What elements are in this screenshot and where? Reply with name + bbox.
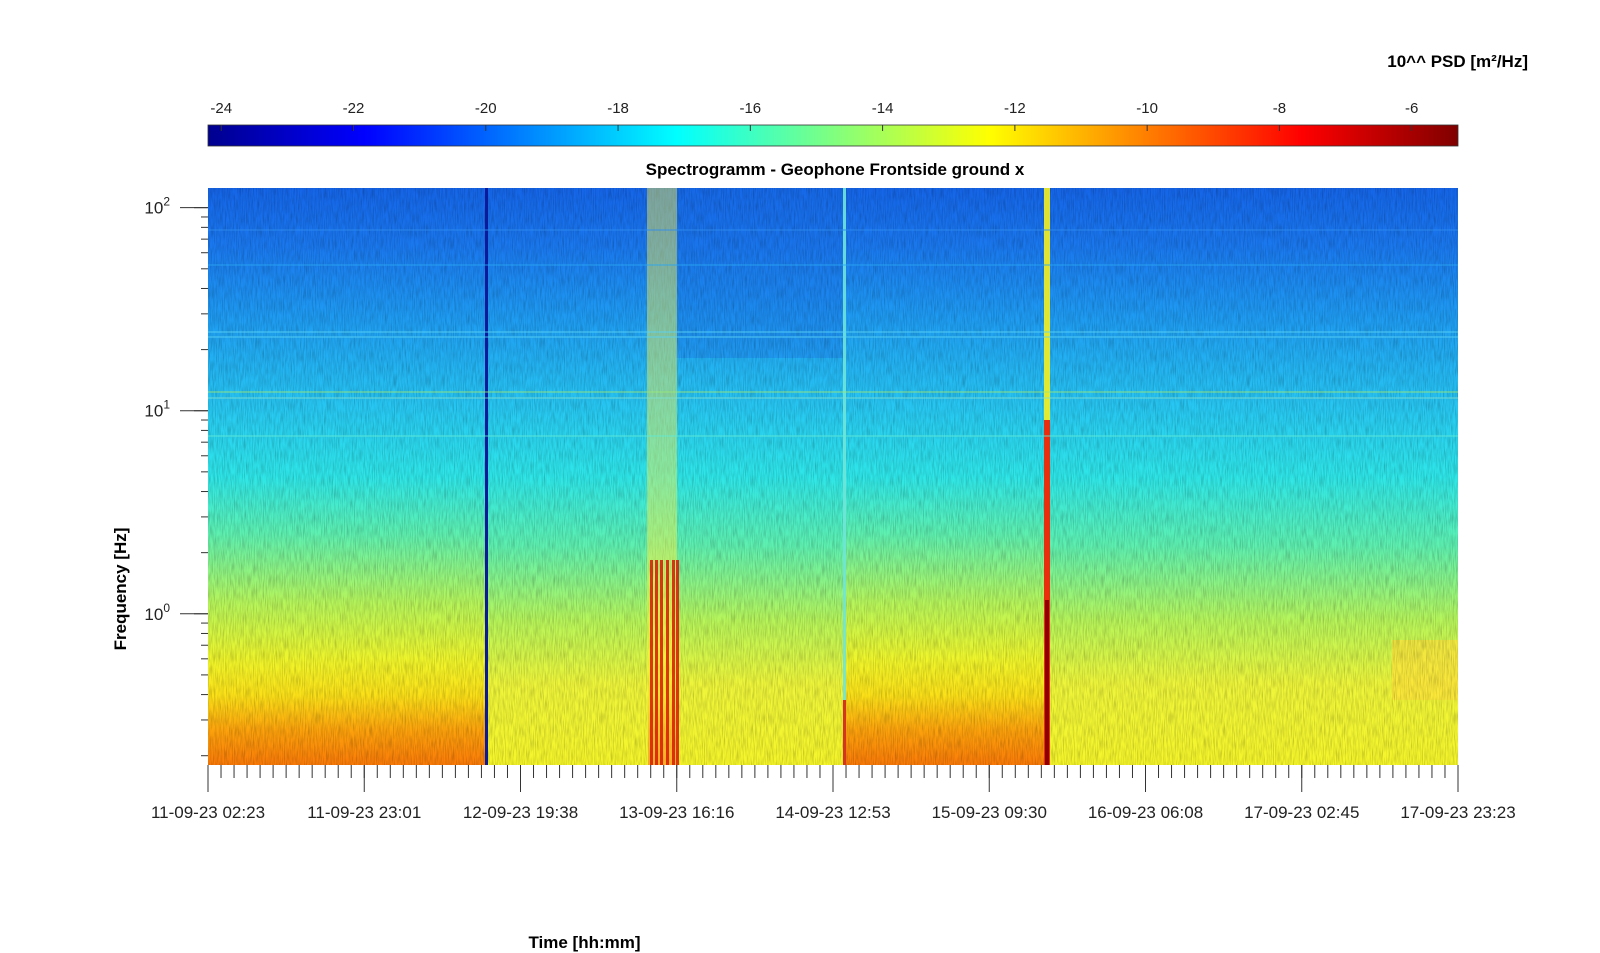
x-axis-tick-label: 17-09-23 02:45 [1244,803,1359,822]
event-stripe [676,560,679,765]
colorbar-tick-label: -8 [1273,100,1286,117]
spectrogram-noise [208,188,1458,765]
x-axis-tick-label: 15-09-23 09:30 [932,803,1047,822]
y-axis-label: Frequency [Hz] [111,527,130,651]
y-axis-tick-label: 101 [144,398,170,421]
event-stripe [1045,600,1049,765]
event-stripe [672,560,675,765]
x-axis-label: Time [hh:mm] [528,933,641,952]
x-axis-tick-label: 16-09-23 06:08 [1088,803,1203,822]
colorbar-tick-label: -24 [210,100,232,117]
event-stripe [843,700,846,765]
colorbar-gradient [207,124,1459,147]
colorbar-tick-label: -18 [607,100,629,117]
colorbar-ticks: -24 -22 -20 -18 -16 -14 -12 -10 -8 -6 [210,100,1418,131]
colorbar-tick-label: -16 [739,100,761,117]
event-stripe [843,188,846,765]
colorbar-tick-label: -22 [343,100,365,117]
colorbar-tick-label: -6 [1405,100,1418,117]
colorbar-label: 10^^ PSD [m²/Hz] [1387,52,1528,71]
colorbar: -24 -22 -20 -18 -16 -14 -12 -10 -8 -6 [207,100,1459,147]
x-axis-tick-label: 17-09-23 23:23 [1400,803,1515,822]
spectrogram-events [485,188,1050,765]
colorbar-tick-label: -14 [872,100,894,117]
y-axis-tick-label: 100 [144,601,170,624]
event-stripe [1044,420,1050,765]
event-stripe [485,188,488,765]
event-stripe [650,560,653,765]
plot-area [208,188,1458,765]
colorbar-tick-label: -20 [475,100,497,117]
y-axis: 100 101 102 [144,195,208,757]
colorbar-tick-label: -12 [1004,100,1026,117]
x-axis-tick-label: 11-09-23 02:23 [151,803,265,822]
x-axis-tick-label: 11-09-23 23:01 [307,803,421,822]
colorbar-tick-label: -10 [1136,100,1158,117]
x-axis: 11-09-23 02:23 11-09-23 23:01 12-09-23 19:… [151,765,1516,822]
x-axis-tick-label: 14-09-23 12:53 [775,803,890,822]
x-axis-tick-label: 12-09-23 19:38 [463,803,578,822]
event-stripe [666,560,669,765]
x-axis-tick-label: 13-09-23 16:16 [619,803,734,822]
chart-title: Spectrogramm - Geophone Frontside ground… [645,160,1025,179]
y-axis-tick-label: 102 [144,195,170,218]
event-stripe [660,560,663,765]
spectrogram-harmonic-lines [208,229,1458,437]
event-stripe [655,560,658,765]
